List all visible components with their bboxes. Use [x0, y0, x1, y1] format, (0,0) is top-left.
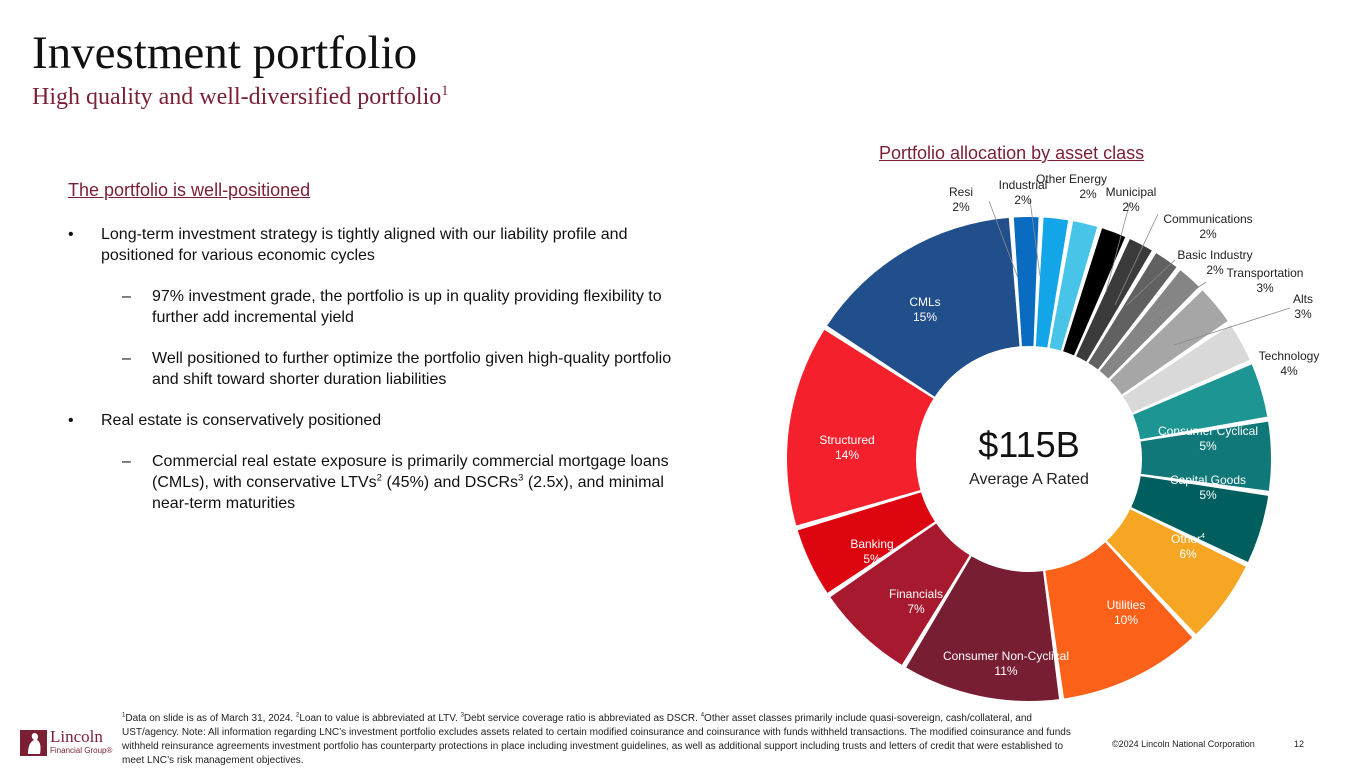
logo-subtitle-text: Financial Group	[50, 746, 107, 755]
slice-label: Municipal 2%	[1106, 185, 1157, 214]
slice-label: Capital Goods 5%	[1170, 473, 1246, 502]
section-title: The portfolio is well-positioned	[68, 180, 311, 200]
lincoln-logo: Lincoln Financial Group®	[20, 728, 116, 760]
footnote-num: 2	[296, 712, 300, 719]
dash-marker: –	[122, 350, 131, 367]
logo-wordmark: Lincoln	[50, 727, 103, 746]
leader-line	[1114, 213, 1159, 306]
slice-label: Banking 5%	[850, 537, 893, 566]
registered-mark: ®	[106, 746, 113, 755]
footnote-text: Loan to value is abbreviated at LTV.	[299, 713, 461, 724]
subtitle-text: High quality and well-diversified portfo…	[32, 84, 442, 110]
sub-bullet-item: – Commercial real estate exposure is pri…	[68, 451, 688, 514]
slice-communications	[1088, 253, 1177, 370]
footnote-ref-3: 3	[518, 472, 524, 484]
sub-bullet-item: – 97% investment grade, the portfolio is…	[68, 286, 688, 328]
center-label: Average A Rated	[969, 471, 1089, 488]
slice-label: Communications 2%	[1163, 212, 1252, 241]
leader-line	[1029, 199, 1041, 277]
slice-label: Consumer Non-Cyclical 11%	[943, 649, 1069, 678]
slice-municipal	[1076, 239, 1152, 362]
slice-energy	[1063, 228, 1126, 356]
slice-technology	[1133, 364, 1268, 440]
sub-bullet-text: Well positioned to further optimize the …	[152, 350, 672, 388]
footnote-text: Other asset classes primarily include qu…	[122, 713, 1071, 766]
text-part: (2.5x), and minimal near-term maturities	[152, 474, 664, 512]
footnote-ref-2: 2	[376, 472, 382, 484]
slice-industrial	[1035, 217, 1069, 348]
sub-bullet-text: Commercial real estate exposure is prima…	[152, 453, 669, 512]
slice-financials	[830, 523, 970, 665]
slice-resi	[1013, 217, 1039, 347]
slice-other	[1049, 221, 1098, 351]
slice-transportation	[1110, 290, 1228, 395]
slice-label: Financials 7%	[889, 587, 943, 616]
slice-label: Alts 3%	[1293, 292, 1313, 321]
sub-bullet-text: 97% investment grade, the portfolio is u…	[152, 288, 662, 326]
footnote: 1Data on slide is as of March 31, 2024. …	[122, 712, 1072, 768]
donut-chart: Resi 2% Industrial 2%Other Energy 2% Municipal…	[787, 172, 1320, 701]
bullet-item: • Real estate is conservatively position…	[68, 410, 688, 431]
slice-label: Structured 14%	[819, 433, 874, 462]
bullet-text: Long-term investment strategy is tightly…	[101, 226, 628, 264]
bullet-list: • Long-term investment strategy is tight…	[68, 224, 688, 534]
bullet-marker: •	[68, 412, 74, 429]
slice-banking	[797, 492, 935, 593]
text-part: Commercial real estate exposure is prima…	[152, 453, 669, 491]
slice-basic-industry	[1099, 270, 1199, 379]
bullet-item: • Long-term investment strategy is tight…	[68, 224, 688, 266]
sub-bullet-item: – Well positioned to further optimize th…	[68, 348, 688, 390]
dash-marker: –	[122, 288, 131, 305]
slice-other	[1106, 509, 1246, 635]
leader-line	[1126, 259, 1176, 306]
leader-line	[1145, 281, 1207, 324]
slice-label: Other4 6%	[1171, 532, 1205, 561]
chart-title: Portfolio allocation by asset class	[879, 143, 1145, 163]
center-value: $115B	[978, 424, 1079, 465]
copyright: ©2024 Lincoln National Corporation	[1112, 739, 1255, 749]
page-title: Investment portfolio	[32, 27, 418, 79]
slice-capital-goods	[1131, 476, 1269, 563]
slice-label: Consumer Cyclical 5%	[1158, 424, 1258, 453]
footnote-text: Debt service coverage ratio is abbreviat…	[463, 713, 701, 724]
slice-label: Industrial 2%	[999, 178, 1048, 207]
slice-consumer-cyclical	[1140, 421, 1271, 491]
footnote-ref-1: 1	[441, 83, 449, 99]
slice-label: Resi 2%	[949, 185, 973, 214]
slice-alts	[1123, 325, 1250, 413]
leader-line	[1105, 201, 1131, 293]
slice-utilities	[1045, 542, 1193, 699]
logo-subtitle: Financial Group®	[50, 746, 112, 755]
slice-label: Transportation 3%	[1227, 266, 1304, 295]
slice-label: Technology 4%	[1259, 349, 1320, 378]
slice-structured	[787, 329, 934, 526]
footnote-num: 3	[460, 712, 464, 719]
leader-line	[988, 200, 1019, 279]
dash-marker: –	[122, 453, 131, 470]
bullet-text: Real estate is conservatively positioned	[101, 412, 382, 429]
lincoln-portrait-icon	[20, 730, 47, 756]
slice-label: Other	[1036, 172, 1066, 186]
slice-label: Utilities 10%	[1107, 598, 1146, 627]
page-subtitle: High quality and well-diversified portfo…	[32, 84, 448, 111]
slice-consumer-non-cyclical	[906, 556, 1060, 701]
slice-label: CMLs 15%	[909, 295, 940, 324]
slice-label: Energy 2%	[1069, 172, 1107, 201]
page-number: 12	[1294, 739, 1305, 749]
footnote-num: 4	[700, 712, 705, 719]
text-part: (45%) and DSCRs	[382, 474, 519, 491]
slice-label: Basic Industry 2%	[1177, 248, 1252, 277]
footnote-text: Data on slide is as of March 31, 2024.	[125, 713, 296, 724]
footnote-num: 1	[122, 712, 126, 719]
leader-line	[1173, 307, 1291, 346]
slice-cmls	[827, 217, 1020, 397]
bullet-marker: •	[68, 226, 74, 243]
